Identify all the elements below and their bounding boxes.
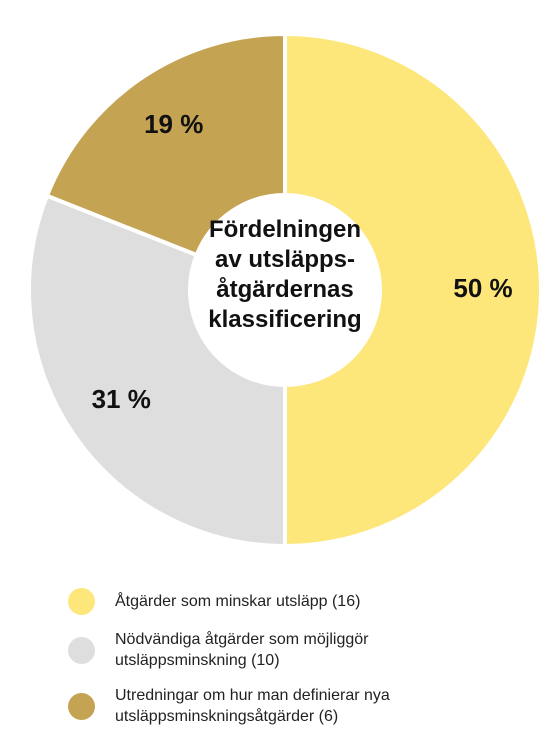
chart-title: Fördelningen av utsläpps-åtgärdernas kla… xyxy=(208,216,362,333)
legend-label: Åtgärder som minskar utsläpp (16) xyxy=(115,593,361,610)
legend: Åtgärder som minskar utsläpp (16) Nödvänd… xyxy=(68,588,528,741)
chart: 50 % 31 % 19 % xyxy=(27,31,542,549)
legend-item: Nödvändiga åtgärder som möjliggör utsläp… xyxy=(68,629,528,671)
data-label: 50 % xyxy=(453,273,512,303)
data-label: 19 % xyxy=(144,109,203,139)
donut-segment xyxy=(283,31,542,549)
donut-segment xyxy=(27,193,287,549)
legend-item: Utredningar om hur man definierar nya ut… xyxy=(68,685,528,727)
legend-label: Nödvändiga åtgärder som möjliggör utsläp… xyxy=(115,631,369,669)
data-label: 31 % xyxy=(92,384,151,414)
legend-item: Åtgärder som minskar utsläpp (16) xyxy=(68,588,528,615)
legend-swatch xyxy=(68,588,95,615)
legend-swatch xyxy=(68,692,95,720)
donut-segment xyxy=(44,31,287,258)
legend-swatch xyxy=(68,636,95,664)
legend-label: Utredningar om hur man definierar nya ut… xyxy=(115,687,390,725)
